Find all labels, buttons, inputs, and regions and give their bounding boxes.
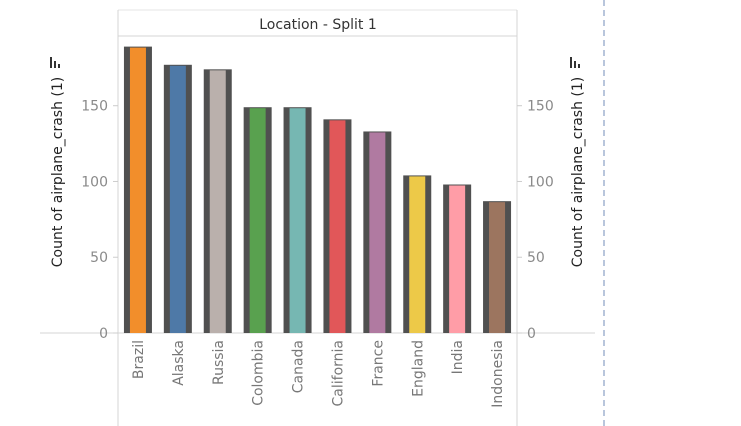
sort-icon-right[interactable] — [570, 57, 580, 68]
bar-fill — [409, 176, 426, 333]
bar-california[interactable] — [323, 119, 352, 334]
bar-england[interactable] — [403, 175, 432, 333]
y-tick-label-right: 100 — [527, 174, 554, 190]
bar-colombia[interactable] — [243, 107, 272, 333]
y-tick-label-right: 50 — [527, 250, 545, 266]
bars-group — [123, 46, 512, 334]
y-tick-label-right: 150 — [527, 99, 554, 115]
y-tick-label-left: 150 — [81, 99, 108, 115]
category-label-brazil: Brazil — [131, 340, 147, 379]
y-tick-label-right: 0 — [527, 326, 536, 342]
category-label-india: India — [450, 340, 466, 374]
category-label-california: California — [330, 340, 346, 406]
category-label-russia: Russia — [211, 340, 227, 385]
category-label-colombia: Colombia — [251, 340, 267, 406]
category-label-alaska: Alaska — [171, 340, 187, 386]
category-label-france: France — [370, 340, 386, 387]
bar-fill — [489, 202, 506, 333]
y-tick-label-left: 50 — [90, 250, 108, 266]
category-label-england: England — [410, 340, 426, 397]
bar-fill — [169, 65, 186, 333]
bar-canada[interactable] — [283, 107, 312, 333]
bar-fill — [129, 47, 146, 333]
bar-fill — [209, 70, 226, 333]
column-header: Location - Split 1 — [259, 17, 377, 33]
bar-fill — [249, 108, 266, 333]
bar-indonesia[interactable] — [483, 201, 512, 333]
y-axis-title-left: Count of airplane_crash (1) — [50, 77, 66, 268]
y-axis-left: 0 50 100 150 — [81, 99, 118, 342]
bar-fill — [289, 108, 306, 333]
y-axis-title-right: Count of airplane_crash (1) — [570, 77, 586, 268]
bar-fill — [369, 132, 386, 333]
category-label-canada: Canada — [291, 340, 307, 393]
bar-brazil[interactable] — [123, 46, 152, 333]
category-labels: Brazil Alaska Russia Colombia Canada Californ… — [131, 340, 506, 408]
bar-fill — [329, 120, 346, 334]
bar-france[interactable] — [363, 131, 392, 333]
category-label-indonesia: Indonesia — [490, 340, 506, 408]
bar-india[interactable] — [443, 184, 472, 334]
bar-alaska[interactable] — [163, 64, 192, 333]
sort-icon-left[interactable] — [50, 57, 60, 68]
bar-russia[interactable] — [203, 69, 232, 333]
bar-fill — [449, 185, 466, 333]
y-axis-right: 0 50 100 150 — [517, 99, 554, 342]
y-tick-label-left: 100 — [81, 174, 108, 190]
y-tick-label-left: 0 — [99, 326, 108, 342]
